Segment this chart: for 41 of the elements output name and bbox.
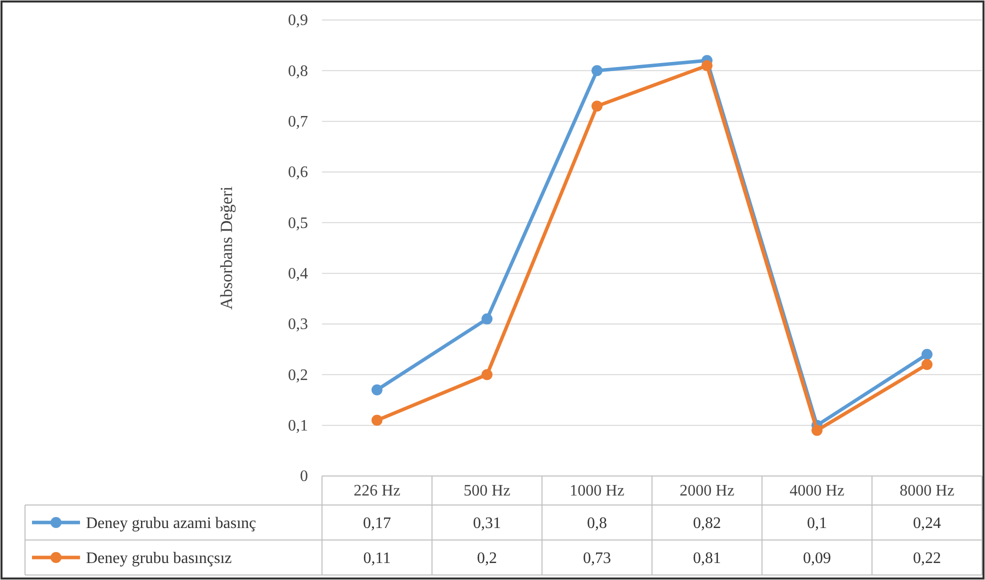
- data-label: 0,22: [913, 550, 941, 568]
- point: [372, 384, 382, 396]
- data-label: 0,31: [473, 515, 501, 532]
- data-label: 0,24: [913, 515, 941, 532]
- point: [592, 65, 602, 76]
- x-tick-label: 500 Hz: [464, 482, 510, 500]
- data-label: 0,1: [807, 515, 827, 532]
- y-tick-label: 0,8: [288, 62, 308, 80]
- y-axis-title: Absorbans Değeri: [217, 186, 236, 310]
- data-label: 0,73: [583, 550, 611, 568]
- x-tick-label: 1000 Hz: [570, 482, 624, 500]
- point: [482, 369, 492, 380]
- y-tick-label: 0,9: [288, 12, 308, 30]
- point: [372, 414, 382, 426]
- data-label: 0,2: [477, 550, 497, 568]
- x-tick-label: 8000 Hz: [900, 482, 954, 500]
- y-tick-label: 0,3: [288, 316, 308, 334]
- point: [922, 359, 932, 370]
- data-label: 0,11: [363, 550, 391, 568]
- data-label: 0,8: [587, 515, 607, 532]
- point: [812, 424, 822, 436]
- y-tick-label: 0,4: [288, 265, 308, 282]
- legend-label: Deney grubu azami basınç: [86, 515, 256, 532]
- data-label: 0,81: [693, 550, 721, 568]
- x-tick-label: 4000 Hz: [790, 482, 844, 500]
- y-tick-label: 0,1: [288, 417, 308, 434]
- point: [702, 60, 712, 72]
- data-label: 0,09: [803, 550, 831, 568]
- x-tick-label: 226 Hz: [354, 482, 400, 500]
- y-tick-label: 0,5: [288, 214, 308, 232]
- data-label: 0,17: [363, 515, 391, 532]
- data-label: 0,82: [693, 515, 721, 532]
- x-tick-label: 2000 Hz: [680, 482, 734, 500]
- point: [592, 100, 602, 112]
- point: [922, 348, 932, 360]
- y-tick-label: 0,7: [288, 113, 308, 130]
- legend-label: Deney grubu basınçsız: [86, 550, 232, 568]
- y-tick-label: 0,2: [288, 366, 308, 384]
- point: [482, 313, 492, 324]
- y-tick-label: 0,6: [288, 164, 308, 182]
- y-tick-label: 0: [300, 468, 308, 486]
